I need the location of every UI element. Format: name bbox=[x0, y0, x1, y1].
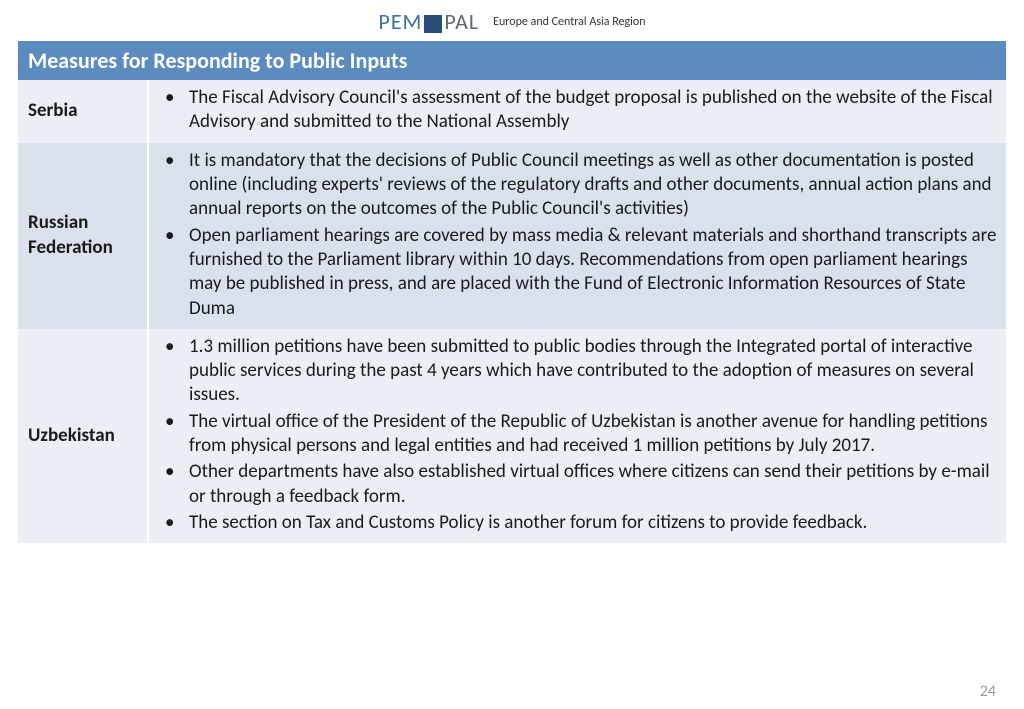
table-row: Russian Federation It is mandatory that t… bbox=[18, 143, 1006, 329]
bullet-item: The section on Tax and Customs Policy is… bbox=[185, 511, 998, 535]
bullet-item: The Fiscal Advisory Council's assessment… bbox=[185, 86, 998, 135]
bullets-cell: 1.3 million petitions have been submitte… bbox=[148, 329, 1006, 544]
bullets-cell: It is mandatory that the decisions of Pu… bbox=[148, 143, 1006, 329]
logo-text-pal: PAL bbox=[444, 8, 479, 35]
logo-text-pem: PEM bbox=[378, 8, 422, 35]
bullet-item: It is mandatory that the decisions of Pu… bbox=[185, 149, 998, 222]
bullet-list: It is mandatory that the decisions of Pu… bbox=[157, 149, 998, 321]
page-number: 24 bbox=[980, 682, 996, 701]
slide-body: Measures for Responding to Public Inputs… bbox=[0, 41, 1024, 543]
country-cell: Uzbekistan bbox=[18, 329, 148, 544]
table-row: Serbia The Fiscal Advisory Council's asse… bbox=[18, 80, 1006, 143]
country-cell: Serbia bbox=[18, 80, 148, 143]
slide-title: Measures for Responding to Public Inputs bbox=[18, 41, 1006, 80]
region-label: Europe and Central Asia Region bbox=[493, 15, 645, 29]
bullet-list: The Fiscal Advisory Council's assessment… bbox=[157, 86, 998, 135]
pempal-logo: PEM PAL bbox=[378, 8, 479, 35]
bullet-list: 1.3 million petitions have been submitte… bbox=[157, 335, 998, 536]
bullet-item: 1.3 million petitions have been submitte… bbox=[185, 335, 998, 408]
bullet-item: Other departments have also established … bbox=[185, 460, 998, 509]
bullet-item: The virtual office of the President of t… bbox=[185, 410, 998, 459]
bullets-cell: The Fiscal Advisory Council's assessment… bbox=[148, 80, 1006, 143]
logo-square-icon bbox=[424, 15, 442, 33]
country-cell: Russian Federation bbox=[18, 143, 148, 329]
slide-header: PEM PAL Europe and Central Asia Region bbox=[0, 0, 1024, 41]
table-row: Uzbekistan 1.3 million petitions have bee… bbox=[18, 329, 1006, 544]
bullet-item: Open parliament hearings are covered by … bbox=[185, 224, 998, 321]
measures-table: Serbia The Fiscal Advisory Council's asse… bbox=[18, 80, 1006, 543]
